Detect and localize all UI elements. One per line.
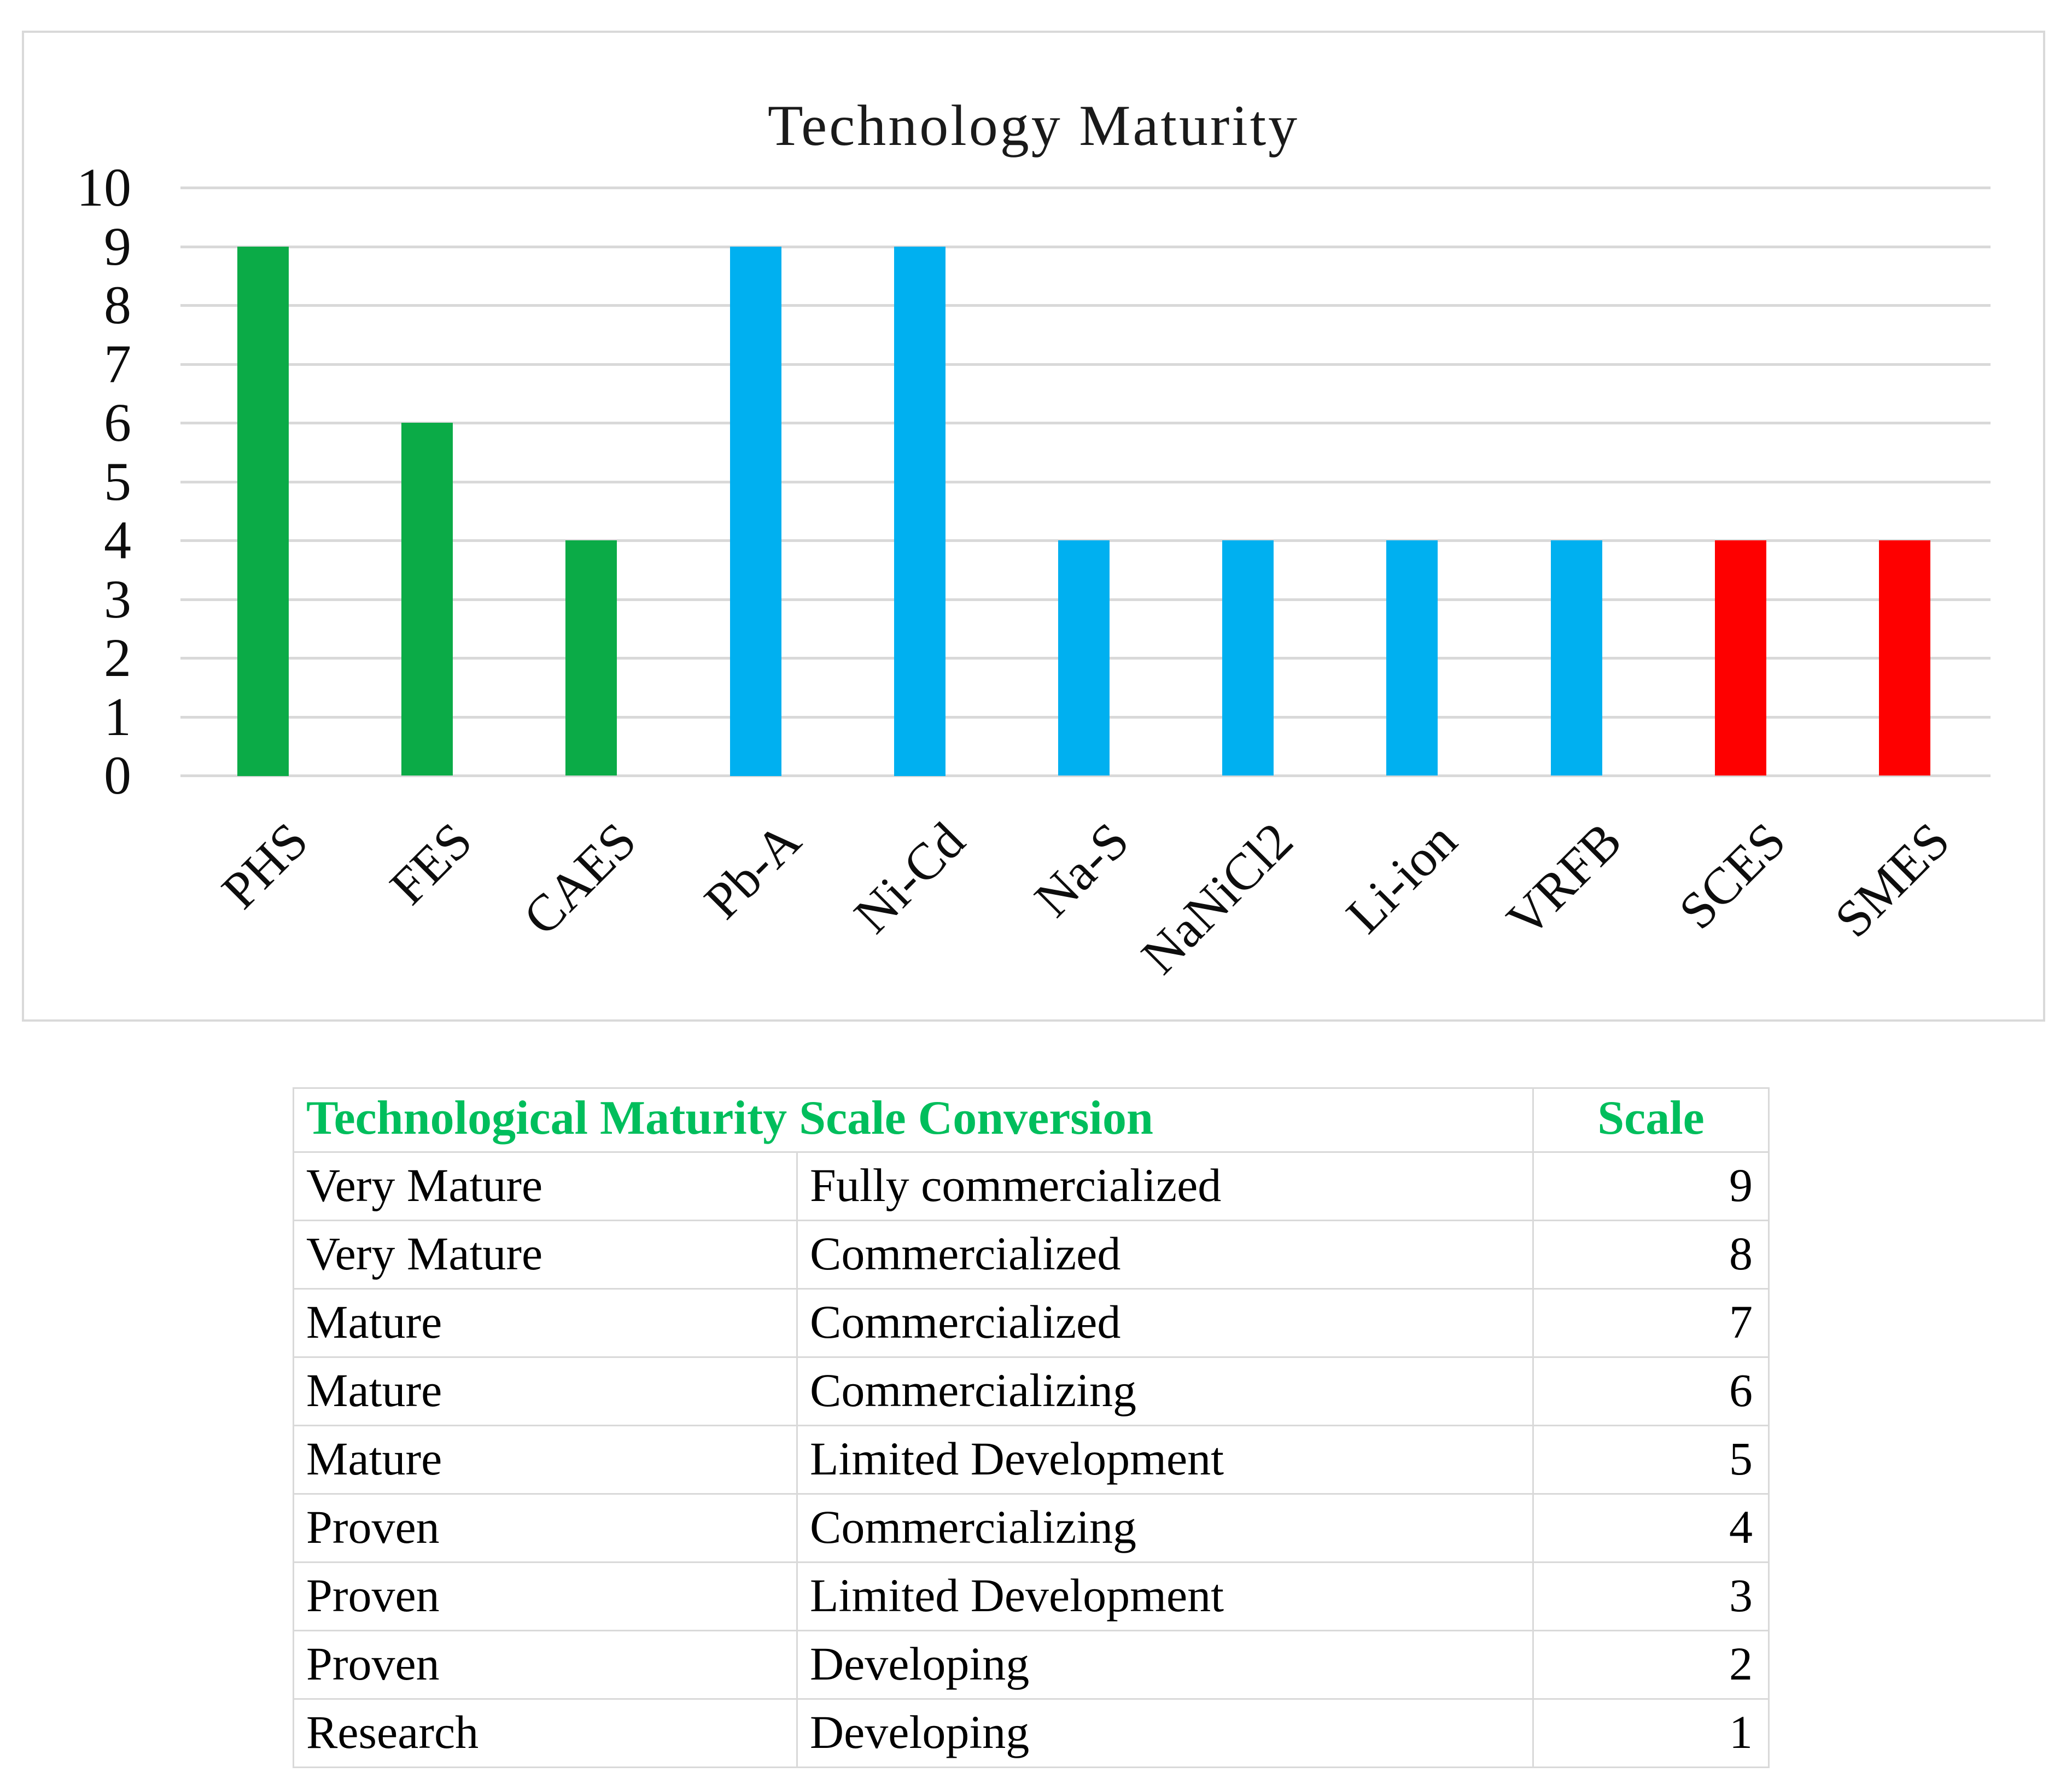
cell-scale: 1 [1729,1706,1753,1758]
cell-description: Commercialized [798,1221,1534,1288]
gridline [180,363,1991,366]
table-header-title: Technological Maturity Scale Conversion [294,1089,1534,1151]
cell-scale: 6 [1729,1364,1753,1416]
y-axis-label: 1 [104,686,131,747]
bar-caes [565,540,617,776]
gridline [180,774,1991,777]
table-row: Proven Developing 2 [294,1630,1768,1698]
cell-scale: 3 [1729,1569,1753,1622]
cell-description: Limited Development [798,1563,1534,1630]
table-row: Mature Limited Development 5 [294,1425,1768,1493]
y-axis-label: 5 [104,451,131,512]
cell-maturity: Mature [294,1290,798,1356]
table-row: Very Mature Fully commercialized 9 [294,1151,1768,1220]
cell-maturity: Very Mature [294,1153,798,1220]
gridline [180,422,1991,424]
bar-li-ion [1386,540,1438,776]
table-row: Research Developing 1 [294,1698,1768,1766]
cell-maturity: Proven [294,1563,798,1630]
cell-scale: 7 [1729,1296,1753,1348]
cell-description: Commercializing [798,1358,1534,1425]
cell-description: Limited Development [798,1426,1534,1493]
cell-description: Commercialized [798,1290,1534,1356]
gridline [180,186,1991,189]
cell-maturity: Mature [294,1426,798,1493]
y-axis-label: 7 [104,333,131,394]
gridline [180,304,1991,307]
cell-maturity: Research [294,1700,798,1766]
bar-pb-a [730,247,781,776]
cell-scale: 2 [1729,1637,1753,1690]
chart-panel [22,31,2045,1022]
gridline [180,245,1991,248]
conversion-table: Technological Maturity Scale Conversion … [293,1087,1770,1768]
bar-vrfb [1551,540,1602,776]
bar-phs [237,247,289,776]
y-axis-label: 9 [104,215,131,277]
table-row: Mature Commercialized 7 [294,1288,1768,1356]
cell-scale: 5 [1729,1432,1753,1485]
bar-sces [1715,540,1766,776]
y-axis-label: 4 [104,510,131,570]
cell-maturity: Proven [294,1631,798,1698]
table-header-scale: Scale [1597,1092,1705,1145]
cell-scale: 4 [1729,1501,1753,1553]
cell-description: Developing [798,1631,1534,1698]
cell-scale: 9 [1729,1159,1753,1211]
bar-smes [1879,540,1930,776]
bar-fes [401,423,453,776]
cell-maturity: Proven [294,1495,798,1561]
y-axis-label: 6 [104,392,131,453]
y-axis-label: 8 [104,275,131,335]
table-row: Proven Limited Development 3 [294,1561,1768,1630]
cell-maturity: Very Mature [294,1221,798,1288]
y-axis-label: 3 [104,568,131,629]
cell-maturity: Mature [294,1358,798,1425]
cell-description: Developing [798,1700,1534,1766]
table-row: Very Mature Commercialized 8 [294,1220,1768,1288]
table-body: Very Mature Fully commercialized 9 Very Mat… [294,1151,1768,1766]
y-axis-label: 2 [104,627,131,688]
y-axis-label: 0 [104,745,131,806]
cell-description: Commercializing [798,1495,1534,1561]
table-row: Proven Commercializing 4 [294,1493,1768,1561]
cell-scale: 8 [1729,1227,1753,1280]
table-header-row: Technological Maturity Scale Conversion … [294,1089,1768,1151]
y-axis-label: 10 [77,157,131,218]
chart-title: Technology Maturity [767,94,1300,158]
cell-description: Fully commercialized [798,1153,1534,1220]
table-row: Mature Commercializing 6 [294,1356,1768,1425]
bar-ni-cd [894,247,945,776]
bar-nanicl2 [1222,540,1274,776]
bar-na-s [1058,540,1110,776]
gridline [180,480,1991,483]
